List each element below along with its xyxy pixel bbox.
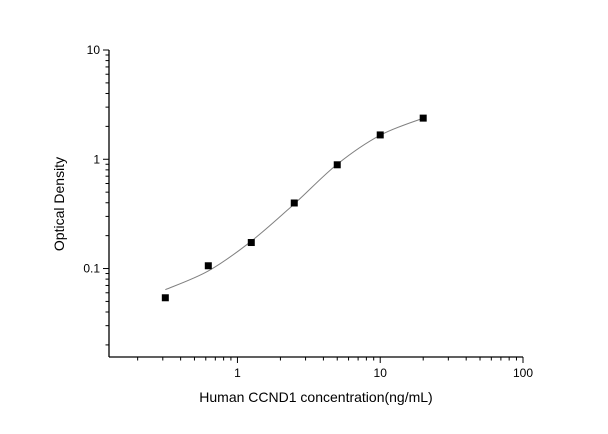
- y-tick-label: 0.1: [83, 262, 100, 276]
- x-tick-label: 1: [234, 366, 241, 380]
- data-point: [376, 131, 384, 139]
- y-tick-label: 1: [93, 152, 100, 166]
- x-tick-label: 100: [513, 366, 533, 380]
- x-tick-label: 10: [374, 366, 388, 380]
- data-points: [161, 114, 427, 302]
- ticks: 1 10 100 0.1 1 10: [83, 43, 533, 380]
- data-point: [333, 161, 341, 169]
- data-point: [290, 199, 298, 207]
- y-tick-label: 10: [87, 43, 101, 57]
- data-point: [161, 294, 169, 302]
- y-axis-label: Optical Density: [51, 157, 67, 251]
- data-point: [204, 262, 212, 270]
- x-axis-label: Human CCND1 concentration(ng/mL): [199, 389, 432, 405]
- data-point: [247, 239, 255, 247]
- axes: [108, 50, 523, 358]
- data-point: [419, 114, 427, 122]
